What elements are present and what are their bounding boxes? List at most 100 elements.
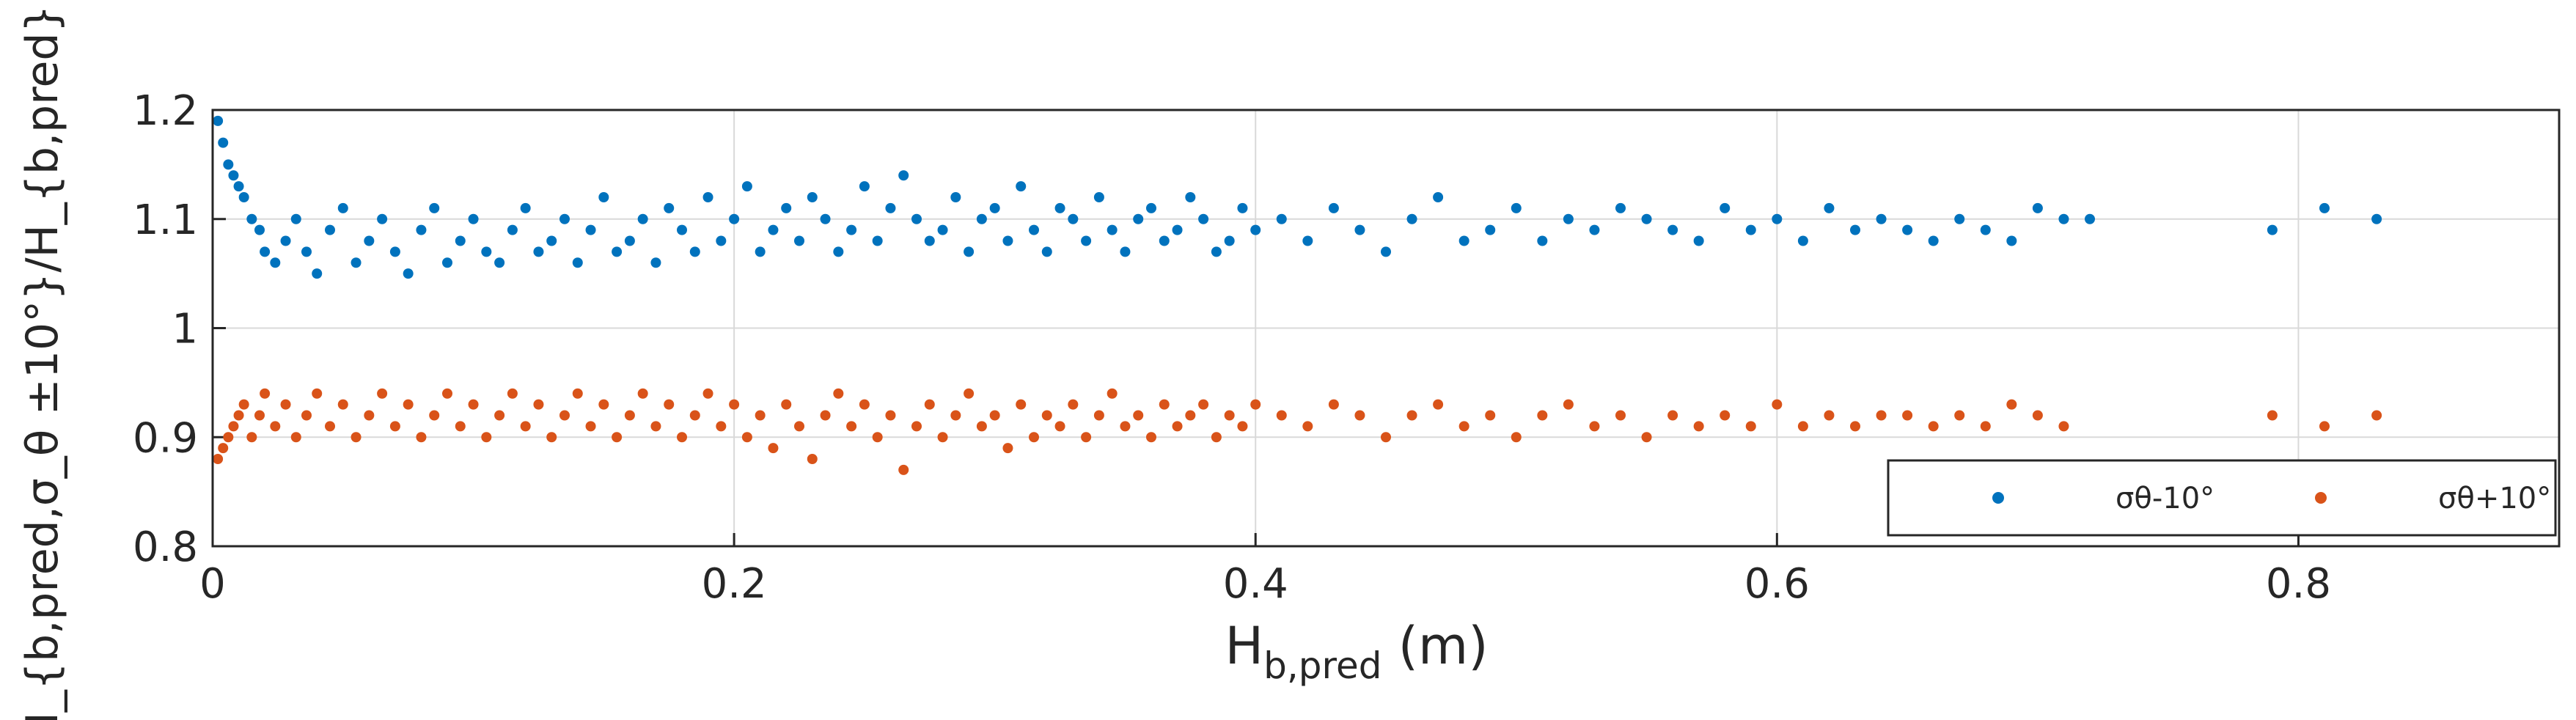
legend-marker: [1992, 492, 2004, 504]
data-point: [1159, 399, 1170, 410]
data-point: [1381, 432, 1391, 443]
data-point: [312, 388, 323, 399]
data-point: [1041, 246, 1052, 257]
y-tick-label: 1.2: [133, 87, 198, 135]
data-point: [1068, 399, 1079, 410]
data-point: [429, 410, 440, 421]
data-point: [494, 410, 505, 421]
data-point: [1511, 432, 1522, 443]
data-point: [1276, 213, 1287, 224]
data-point: [885, 202, 896, 213]
data-point: [377, 388, 388, 399]
data-point: [1511, 202, 1522, 213]
y-tick-label: 0.8: [133, 524, 198, 571]
data-point: [1980, 224, 1991, 235]
y-axis-label: H_{b,pred,σ_θ ±10°}/H_{b,pred} (-): [17, 0, 68, 720]
data-point: [937, 224, 948, 235]
data-point: [1081, 432, 1092, 443]
data-point: [689, 410, 700, 421]
data-point: [729, 213, 740, 224]
data-point: [1107, 224, 1118, 235]
x-tick-label: 0.4: [1223, 560, 1288, 608]
data-point: [2319, 202, 2330, 213]
data-point: [1185, 192, 1196, 202]
data-point: [1133, 213, 1144, 224]
data-point: [702, 388, 713, 399]
data-point: [1589, 224, 1600, 235]
data-point: [677, 224, 687, 235]
x-axis-label: Hb,pred (m): [1225, 616, 1488, 687]
data-point: [1485, 224, 1496, 235]
data-point: [1146, 432, 1156, 443]
data-point: [1146, 202, 1156, 213]
data-point: [2058, 421, 2069, 432]
data-point: [768, 224, 779, 235]
data-point: [1954, 213, 1965, 224]
data-point: [1745, 421, 1756, 432]
data-point: [585, 224, 596, 235]
data-point: [612, 246, 623, 257]
data-point: [911, 213, 922, 224]
y-tick-label: 0.9: [133, 414, 198, 462]
data-point: [416, 224, 427, 235]
data-point: [1458, 235, 1469, 246]
data-point: [442, 257, 452, 268]
data-point: [1224, 235, 1235, 246]
data-point: [2267, 410, 2278, 421]
data-point: [1081, 235, 1092, 246]
data-point: [1641, 213, 1652, 224]
data-point: [337, 202, 348, 213]
data-point: [416, 432, 427, 443]
data-point: [351, 432, 362, 443]
data-point: [1406, 213, 1417, 224]
data-point: [1302, 421, 1313, 432]
data-point: [1954, 410, 1965, 421]
data-point: [364, 235, 375, 246]
data-point: [1250, 399, 1261, 410]
data-point: [238, 399, 249, 410]
data-point: [1054, 202, 1065, 213]
data-point: [976, 213, 987, 224]
data-point: [228, 421, 239, 432]
data-point: [1720, 202, 1731, 213]
data-point: [755, 410, 766, 421]
data-point: [325, 421, 335, 432]
data-point: [559, 213, 570, 224]
data-point: [1406, 410, 1417, 421]
data-point: [1133, 410, 1144, 421]
data-point: [989, 410, 1000, 421]
data-point: [755, 246, 766, 257]
data-point: [807, 192, 818, 202]
data-point: [794, 421, 804, 432]
data-point: [1016, 181, 1027, 192]
data-point: [260, 246, 271, 257]
data-point: [689, 246, 700, 257]
data-point: [1328, 399, 1339, 410]
data-point: [507, 224, 518, 235]
data-point: [585, 421, 596, 432]
data-point: [1589, 421, 1600, 432]
data-point: [468, 213, 479, 224]
data-point: [546, 235, 557, 246]
data-point: [403, 268, 414, 279]
data-point: [1537, 235, 1548, 246]
data-point: [1980, 421, 1991, 432]
data-point: [1029, 432, 1039, 443]
data-point: [1354, 224, 1365, 235]
data-point: [1093, 192, 1104, 202]
data-point: [1433, 192, 1444, 202]
x-tick-labels: 0 0.2 0.4 0.6 0.8: [199, 560, 2331, 608]
y-tick-label: 1: [172, 306, 198, 353]
data-point: [246, 213, 257, 224]
data-point: [637, 388, 648, 399]
data-point: [1797, 235, 1808, 246]
data-point: [246, 432, 257, 443]
data-point: [312, 268, 323, 279]
data-point: [820, 213, 831, 224]
data-point: [1850, 224, 1860, 235]
data-point: [228, 170, 239, 181]
data-point: [1928, 421, 1939, 432]
data-point: [598, 192, 609, 202]
data-point: [1211, 246, 1222, 257]
